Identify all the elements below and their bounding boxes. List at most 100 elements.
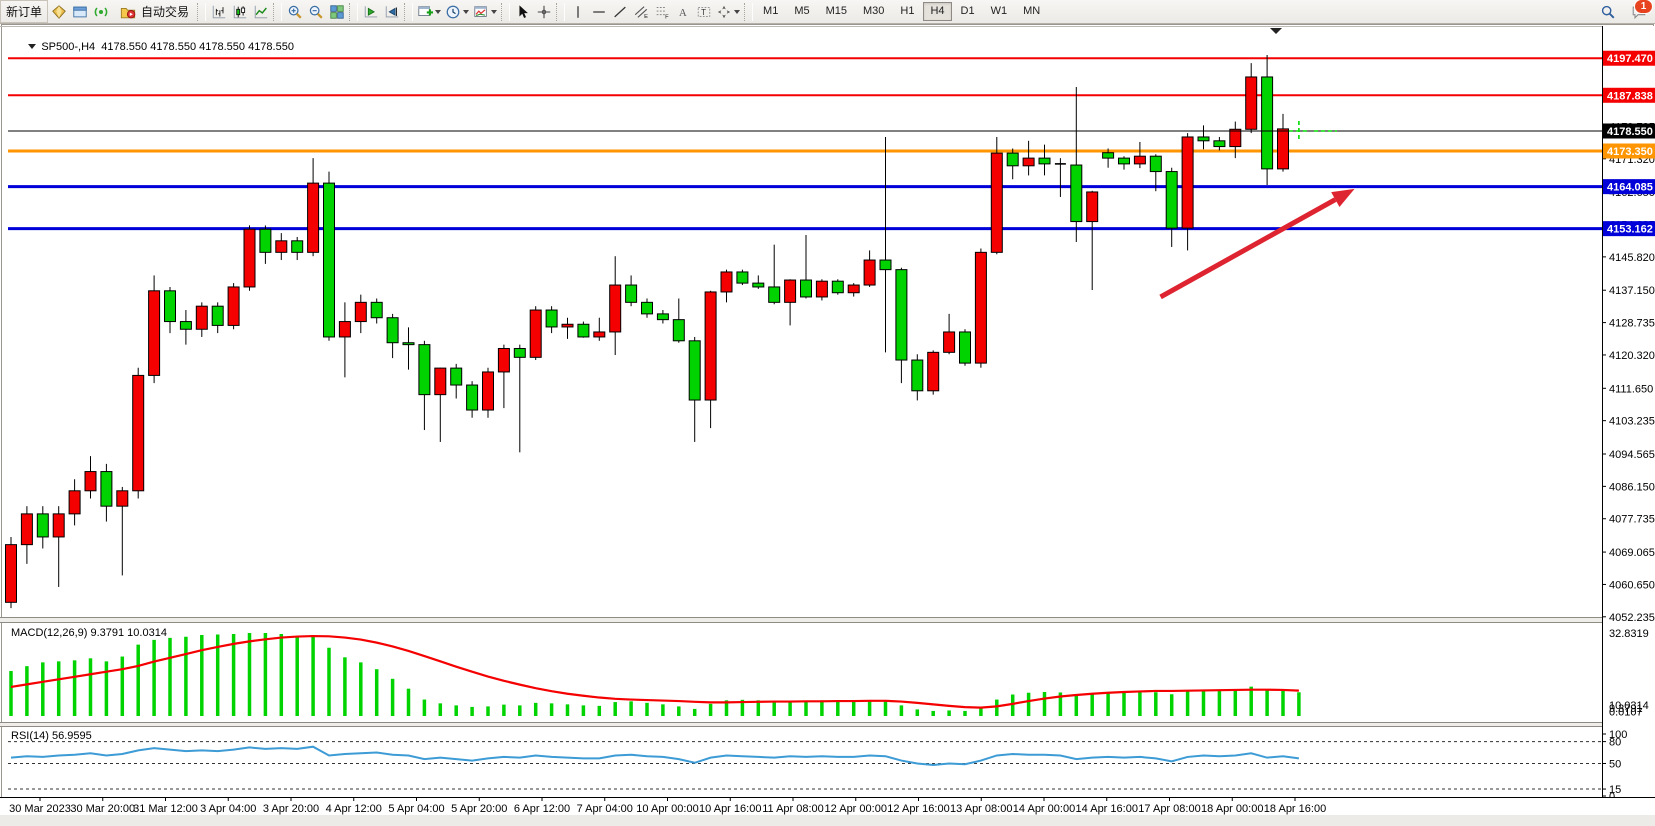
chevron-down-icon[interactable]	[28, 44, 37, 49]
candle	[434, 367, 447, 396]
symbol-ohlc-label: SP500-,H4 4178.550 4178.550 4178.550 417…	[10, 29, 294, 65]
dropdown-arrow-icon[interactable]	[435, 9, 442, 14]
toolbar-charttype-group	[208, 1, 347, 23]
search-icon[interactable]	[1597, 1, 1618, 22]
channel-icon[interactable]: E	[630, 1, 651, 22]
fibonacci-icon[interactable]: F	[651, 1, 672, 22]
timeframe-m5-button[interactable]: M5	[794, 5, 810, 17]
chart-canvas[interactable]: 4196.5654188.1504179.7354171.3204162.650…	[0, 23, 1655, 826]
signal-icon[interactable]	[90, 1, 111, 22]
crosshair-icon[interactable]	[533, 1, 554, 22]
main-price-pane[interactable]	[5, 55, 1603, 609]
candle	[720, 271, 733, 293]
timeframe-m30-button[interactable]: M30	[863, 5, 885, 17]
candle	[593, 331, 606, 338]
text-icon[interactable]: A	[672, 1, 693, 22]
candle	[625, 284, 638, 303]
price-badge-text: 4153.162	[1607, 224, 1653, 236]
price-badge	[1603, 143, 1655, 159]
toolbar-right-group: 1	[1597, 0, 1653, 22]
trend-arrow[interactable]	[1159, 197, 1337, 300]
toolbar-separator	[501, 2, 511, 21]
cursor-icon[interactable]	[512, 1, 533, 22]
price-axis-label: 4111.650	[1609, 383, 1653, 395]
time-axis-label: 12 Apr 00:00	[825, 803, 887, 815]
trendline-icon[interactable]	[609, 1, 630, 22]
time-axis-label: 18 Apr 00:00	[1201, 803, 1263, 815]
candle	[879, 259, 892, 271]
candle	[1022, 157, 1035, 167]
timeframe-toolbar: M1 M5 M15 M30 H1 H4 D1 W1 MN	[755, 1, 1048, 23]
candle	[561, 323, 574, 328]
panel-splitter[interactable]	[0, 722, 1655, 727]
chart-plot[interactable]: 4196.5654188.1504179.7354171.3204162.650…	[0, 23, 1655, 826]
candle	[768, 286, 781, 303]
time-axis-label: 7 Apr 04:00	[577, 803, 633, 815]
candle	[36, 513, 49, 538]
timeframe-m15-button[interactable]: M15	[825, 5, 847, 17]
timeframe-m1-button[interactable]: M1	[763, 5, 779, 17]
chat-icon[interactable]: 1	[1628, 0, 1653, 22]
candle	[704, 291, 717, 401]
vertical-line-icon[interactable]	[567, 1, 588, 22]
scroll-marker-icon[interactable]	[1270, 28, 1282, 34]
shapes-dropdown[interactable]	[714, 1, 742, 22]
svg-text:E: E	[644, 14, 648, 20]
rsi-pane[interactable]	[8, 741, 1602, 790]
autotrading-button[interactable]: 自动交易	[111, 0, 195, 23]
toolbar-trade-group: 新订单 自动交易	[0, 0, 195, 23]
indicators-dropdown[interactable]	[471, 1, 499, 22]
chart-bars-icon[interactable]	[208, 1, 229, 22]
price-badge	[1603, 50, 1655, 66]
time-axis-label: 10 Apr 16:00	[699, 803, 761, 815]
dropdown-arrow-icon[interactable]	[491, 9, 498, 14]
terminal-icon[interactable]	[69, 1, 90, 22]
candle	[497, 347, 510, 373]
timeframe-w1-button[interactable]: W1	[990, 5, 1008, 17]
trade-watch-icon[interactable]	[48, 1, 69, 22]
horizontal-line-icon[interactable]	[588, 1, 609, 22]
candle	[259, 228, 272, 253]
candle	[386, 317, 399, 344]
candle	[100, 471, 113, 507]
candle	[863, 259, 876, 286]
zoom-in-icon[interactable]	[284, 1, 305, 22]
candle	[831, 280, 844, 294]
candle	[1277, 128, 1289, 170]
candle	[990, 152, 1003, 253]
timeframe-h4-button[interactable]: H4	[923, 2, 952, 21]
candle	[1181, 136, 1194, 229]
macd-axis-label: 9.3791	[1609, 703, 1643, 715]
auto-scroll-icon[interactable]	[360, 1, 381, 22]
timeframe-d1-button[interactable]: D1	[960, 5, 975, 17]
price-badge	[1603, 123, 1655, 139]
candle	[148, 290, 161, 376]
candle	[688, 340, 701, 401]
label-icon[interactable]: T	[693, 1, 714, 22]
price-axis-label: 4120.320	[1609, 350, 1655, 362]
new-chart-dropdown[interactable]	[415, 1, 443, 22]
periods-dropdown[interactable]	[443, 1, 471, 22]
price-badge	[1603, 87, 1655, 103]
dropdown-arrow-icon[interactable]	[463, 9, 470, 14]
candle	[513, 347, 526, 358]
candle	[132, 374, 145, 492]
zoom-out-icon[interactable]	[305, 1, 326, 22]
candle	[1261, 76, 1274, 170]
candle	[1070, 164, 1083, 223]
candle	[1165, 171, 1178, 229]
dropdown-arrow-icon[interactable]	[734, 9, 741, 14]
timeframe-mn-button[interactable]: MN	[1023, 5, 1041, 17]
macd-pane[interactable]	[9, 633, 1301, 716]
timeframe-h1-button[interactable]: H1	[900, 5, 915, 17]
new-order-button[interactable]: 新订单	[0, 0, 49, 23]
time-axis-label: 10 Apr 00:00	[636, 803, 698, 815]
chart-line-icon[interactable]	[250, 1, 271, 22]
chart-candles-icon[interactable]	[229, 1, 250, 22]
price-axis-label: 4128.735	[1609, 318, 1655, 330]
panel-splitter[interactable]	[0, 617, 1655, 623]
candle	[370, 301, 383, 319]
chart-shift-icon[interactable]	[381, 1, 402, 22]
tile-windows-icon[interactable]	[326, 1, 347, 22]
